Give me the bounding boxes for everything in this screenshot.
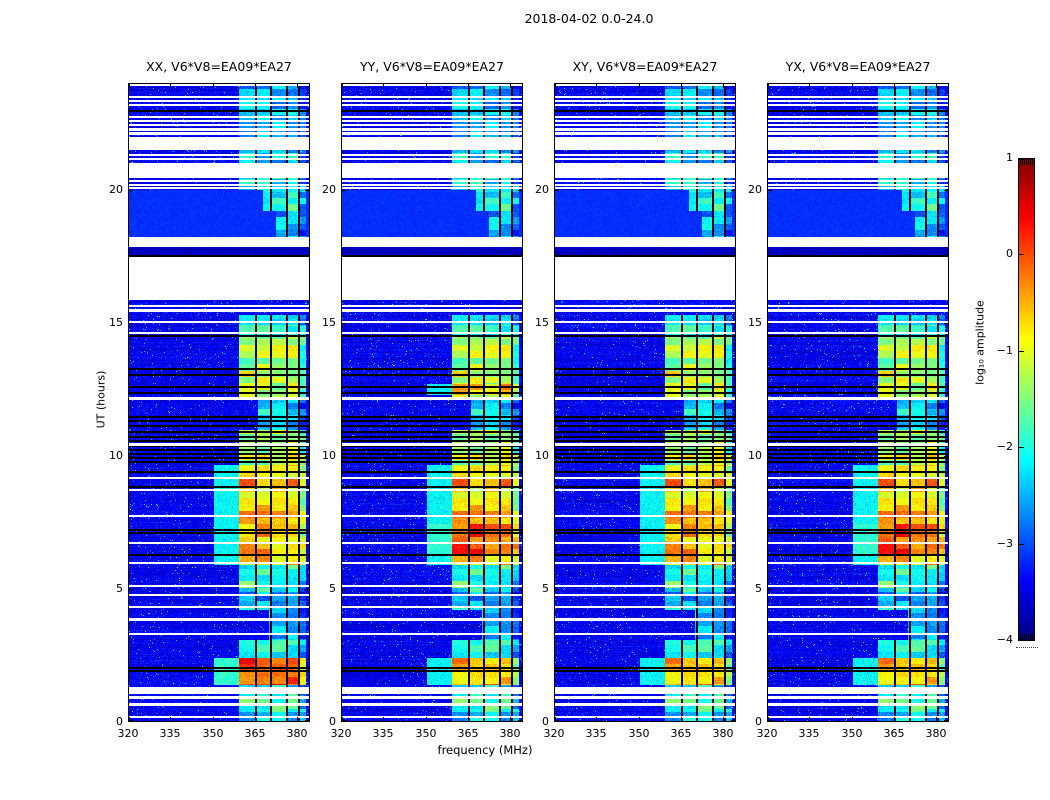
panel-xx: XX, V6*V8=EA09*EA27 320 335 350 365 380 0 5 10 1… <box>109 0 310 800</box>
colorbar-tick-label: −1 <box>996 343 1013 357</box>
y-tick-label: 20 <box>535 182 549 196</box>
x-tick-label: 365 <box>244 727 266 740</box>
x-tick-label: 380 <box>925 727 947 740</box>
y-tick-label: 5 <box>542 581 549 595</box>
spectrogram-heatmap-yx <box>767 83 949 722</box>
y-tick-label: 20 <box>322 182 336 196</box>
x-tick-label: 350 <box>841 727 863 740</box>
y-tick-label: 0 <box>116 715 123 728</box>
y-tick-label: 0 <box>755 715 762 728</box>
x-tick-label: 335 <box>798 727 820 740</box>
spectrogram-heatmap-yy <box>341 83 523 722</box>
y-tick-label: 10 <box>109 448 123 462</box>
y-tick-label: 15 <box>109 315 123 329</box>
y-tick-label: 10 <box>322 448 336 462</box>
colorbar-tick-label: −2 <box>996 440 1013 454</box>
spectrogram-heatmap-xy <box>554 83 736 722</box>
y-tick-label: 5 <box>116 581 123 595</box>
panel-title-xy: XY, V6*V8=EA09*EA27 <box>572 59 718 74</box>
x-tick-label: 320 <box>117 727 139 740</box>
y-tick-label: 20 <box>109 182 123 196</box>
y-tick-label: 10 <box>748 448 762 462</box>
x-tick-label: 350 <box>202 727 224 740</box>
x-tick-label: 365 <box>670 727 692 740</box>
colorbar-tick-label: −4 <box>996 633 1013 646</box>
x-tick-label: 380 <box>286 727 308 740</box>
x-tick-label: 350 <box>628 727 650 740</box>
y-tick-label: 10 <box>535 448 549 462</box>
x-tick-label: 350 <box>415 727 437 740</box>
x-tick-label: 380 <box>499 727 521 740</box>
x-tick-label: 365 <box>883 727 905 740</box>
colorbar-underflow-dots <box>1016 647 1038 648</box>
panel-title-xx: XX, V6*V8=EA09*EA27 <box>146 59 292 74</box>
panel-yx: YX, V6*V8=EA09*EA27 320 335 350 365 380 0 5 10 1… <box>748 0 949 800</box>
colorbar-label: log₁₀ amplitude <box>973 300 987 385</box>
x-axis-label: frequency (MHz) <box>437 743 533 757</box>
colorbar-tick-label: −3 <box>996 536 1013 550</box>
x-tick-label: 335 <box>585 727 607 740</box>
y-tick-label: 0 <box>329 715 336 728</box>
x-tick-label: 320 <box>330 727 352 740</box>
x-tick-label: 365 <box>457 727 479 740</box>
y-tick-label: 5 <box>755 581 762 595</box>
x-tick-label: 335 <box>372 727 394 740</box>
colorbar-tick-label: 1 <box>1006 151 1013 164</box>
panel-yy: YY, V6*V8=EA09*EA27 320 335 350 365 380 0 5 10 1… <box>322 0 523 800</box>
panel-title-yy: YY, V6*V8=EA09*EA27 <box>360 59 504 74</box>
colorbar-gradient <box>1018 158 1035 641</box>
x-tick-label: 335 <box>159 727 181 740</box>
x-tick-label: 320 <box>543 727 565 740</box>
y-tick-label: 15 <box>748 315 762 329</box>
panel-xy: XY, V6*V8=EA09*EA27 320 335 350 365 380 0 5 10 1… <box>535 0 736 800</box>
spectrogram-heatmap-xx <box>128 83 310 722</box>
y-tick-label: 0 <box>542 715 549 728</box>
y-tick-label: 5 <box>329 581 336 595</box>
panel-title-yx: YX, V6*V8=EA09*EA27 <box>785 59 931 74</box>
colorbar-tick-label: 0 <box>1006 247 1013 261</box>
y-tick-label: 15 <box>322 315 336 329</box>
y-tick-label: 15 <box>535 315 549 329</box>
figure-title: 2018-04-02 0.0-24.0 <box>524 11 654 26</box>
x-tick-label: 320 <box>756 727 778 740</box>
x-tick-label: 380 <box>712 727 734 740</box>
y-axis-label: UT (hours) <box>94 370 108 429</box>
y-tick-label: 20 <box>748 182 762 196</box>
